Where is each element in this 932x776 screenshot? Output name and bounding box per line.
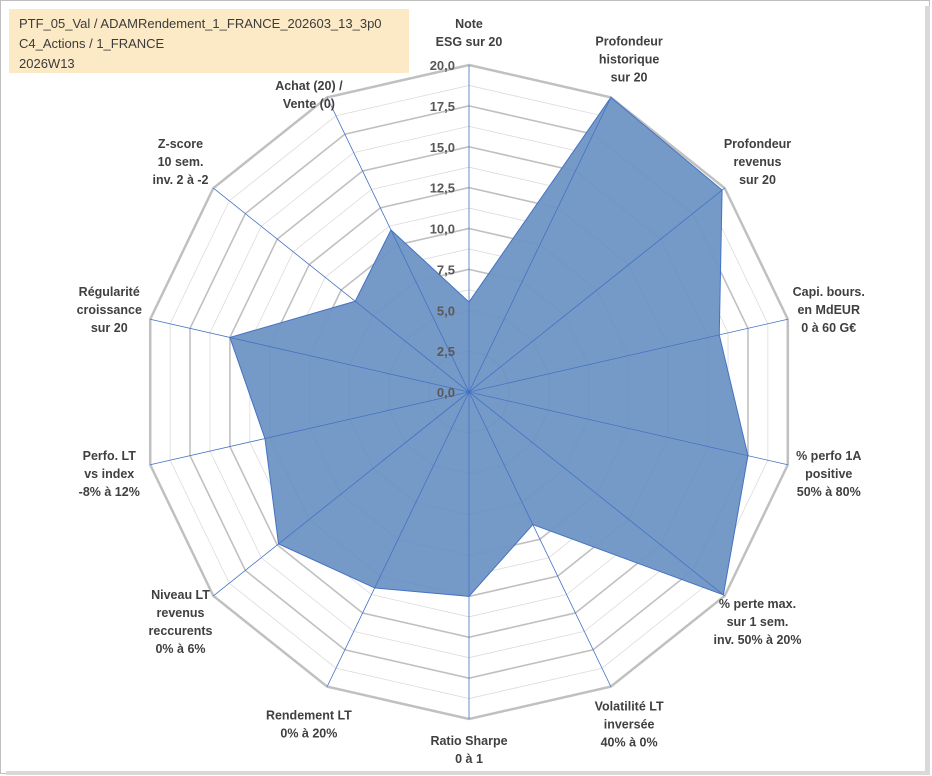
axis-label-group: Capi. bours. en MdEUR 0 à 60 G€ [793, 285, 865, 335]
axis-label: 0 à 60 G€ [801, 321, 856, 335]
axis-spoke [213, 391, 470, 597]
axis-label: 0% à 20% [280, 726, 337, 740]
axis-label: inv. 2 à -2 [152, 173, 208, 187]
axis-label-group: % perfo 1A positive 50% à 80% [796, 449, 861, 499]
axis-spoke [468, 391, 788, 466]
tick-label: 7,5 [437, 262, 455, 277]
axis-label: revenus [734, 155, 782, 169]
axis-label-group: Z-score 10 sem. inv. 2 à -2 [152, 137, 208, 187]
axis-spoke [326, 97, 470, 393]
axis-label: Achat (20) / [275, 79, 343, 93]
radar-tick-labels: 0,0 2,5 5,0 7,5 10,0 12,5 15,0 17,5 20,0 [430, 58, 455, 400]
axis-label: Perfo. LT [83, 449, 137, 463]
axis-label: Profondeur [724, 137, 791, 151]
axis-spoke [326, 391, 470, 687]
axis-label: inversée [604, 717, 655, 731]
axis-label: en MdEUR [797, 303, 860, 317]
axis-label: revenus [157, 606, 205, 620]
tick-label: 17,5 [430, 99, 455, 114]
axis-label: vs index [84, 467, 134, 481]
axis-label: reccurents [149, 624, 213, 638]
axis-label: 40% à 0% [601, 735, 658, 749]
axis-label: Niveau LT [151, 588, 210, 602]
tick-label: 12,5 [430, 181, 455, 196]
axis-label: Z-score [158, 137, 203, 151]
axis-label: ESG sur 20 [436, 35, 503, 49]
tick-label: 15,0 [430, 140, 455, 155]
week-label: 2026W13 [19, 56, 75, 71]
axis-label: inv. 50% à 20% [713, 633, 801, 647]
axis-spoke [468, 391, 725, 597]
axis-label: Note [455, 17, 483, 31]
axis-spoke [468, 187, 725, 393]
axis-label: 10 sem. [158, 155, 204, 169]
axis-label-group: Perfo. LT vs index -8% à 12% [79, 449, 140, 499]
axis-label: croissance [77, 303, 142, 317]
axis-label: Rendement LT [266, 708, 352, 722]
radar-spokes [150, 65, 788, 719]
axis-label-group: Ratio Sharpe 0 à 1 [430, 734, 507, 766]
axis-label-group: Niveau LT revenus reccurents 0% à 6% [149, 588, 213, 656]
axis-label: sur 20 [611, 71, 648, 85]
radar-series [229, 96, 749, 597]
axis-label: sur 1 sem. [727, 615, 789, 629]
axis-label-group: Profondeur revenus sur 20 [724, 137, 791, 187]
axis-spoke [150, 318, 470, 393]
tick-label: 0,0 [437, 385, 455, 400]
radar-axis-labels: Note ESG sur 20 Profondeur historique sur 20… [77, 17, 865, 766]
axis-label: Volatilité LT [595, 699, 664, 713]
axis-label-group: Volatilité LT inversée 40% à 0% [595, 699, 664, 749]
axis-label: Capi. bours. [793, 285, 865, 299]
series-area [229, 96, 749, 597]
tick-label: 5,0 [437, 303, 455, 318]
frame-shadow-bottom [6, 771, 930, 775]
axis-label-group: Régularité croissance sur 20 [77, 285, 142, 335]
axis-label-group: Profondeur historique sur 20 [595, 35, 662, 85]
frame-shadow-right [925, 6, 930, 774]
axis-label: Profondeur [595, 35, 662, 49]
axis-label: Vente (0) [283, 97, 335, 111]
axis-label: % perte max. [719, 597, 796, 611]
axis-label: 50% à 80% [797, 485, 861, 499]
axis-spoke [150, 391, 470, 466]
axis-label-group: Rendement LT 0% à 20% [266, 708, 352, 740]
axis-label: historique [599, 53, 659, 67]
portfolio-info-box: PTF_05_Val / ADAMRendement_1_FRANCE_2026… [9, 9, 409, 73]
axis-label: 0% à 6% [155, 642, 205, 656]
axis-label: positive [805, 467, 852, 481]
axis-spoke [213, 187, 470, 393]
axis-label: sur 20 [739, 173, 776, 187]
axis-label: Ratio Sharpe [430, 734, 507, 748]
tick-label: 20,0 [430, 58, 455, 73]
portfolio-name: PTF_05_Val / ADAMRendement_1_FRANCE_2026… [19, 16, 382, 31]
axis-label-group: % perte max. sur 1 sem. inv. 50% à 20% [713, 597, 801, 647]
axis-label: -8% à 12% [79, 485, 140, 499]
axis-label: 0 à 1 [455, 752, 483, 766]
axis-label-group: Note ESG sur 20 [436, 17, 503, 49]
tick-label: 2,5 [437, 344, 455, 359]
axis-spoke [468, 318, 788, 393]
tick-label: 10,0 [430, 222, 455, 237]
axis-label: sur 20 [91, 321, 128, 335]
axis-label: Régularité [79, 285, 140, 299]
asset-class: C4_Actions / 1_FRANCE [19, 36, 165, 51]
axis-spoke [468, 97, 612, 393]
axis-label: % perfo 1A [796, 449, 861, 463]
axis-spoke [468, 391, 612, 687]
